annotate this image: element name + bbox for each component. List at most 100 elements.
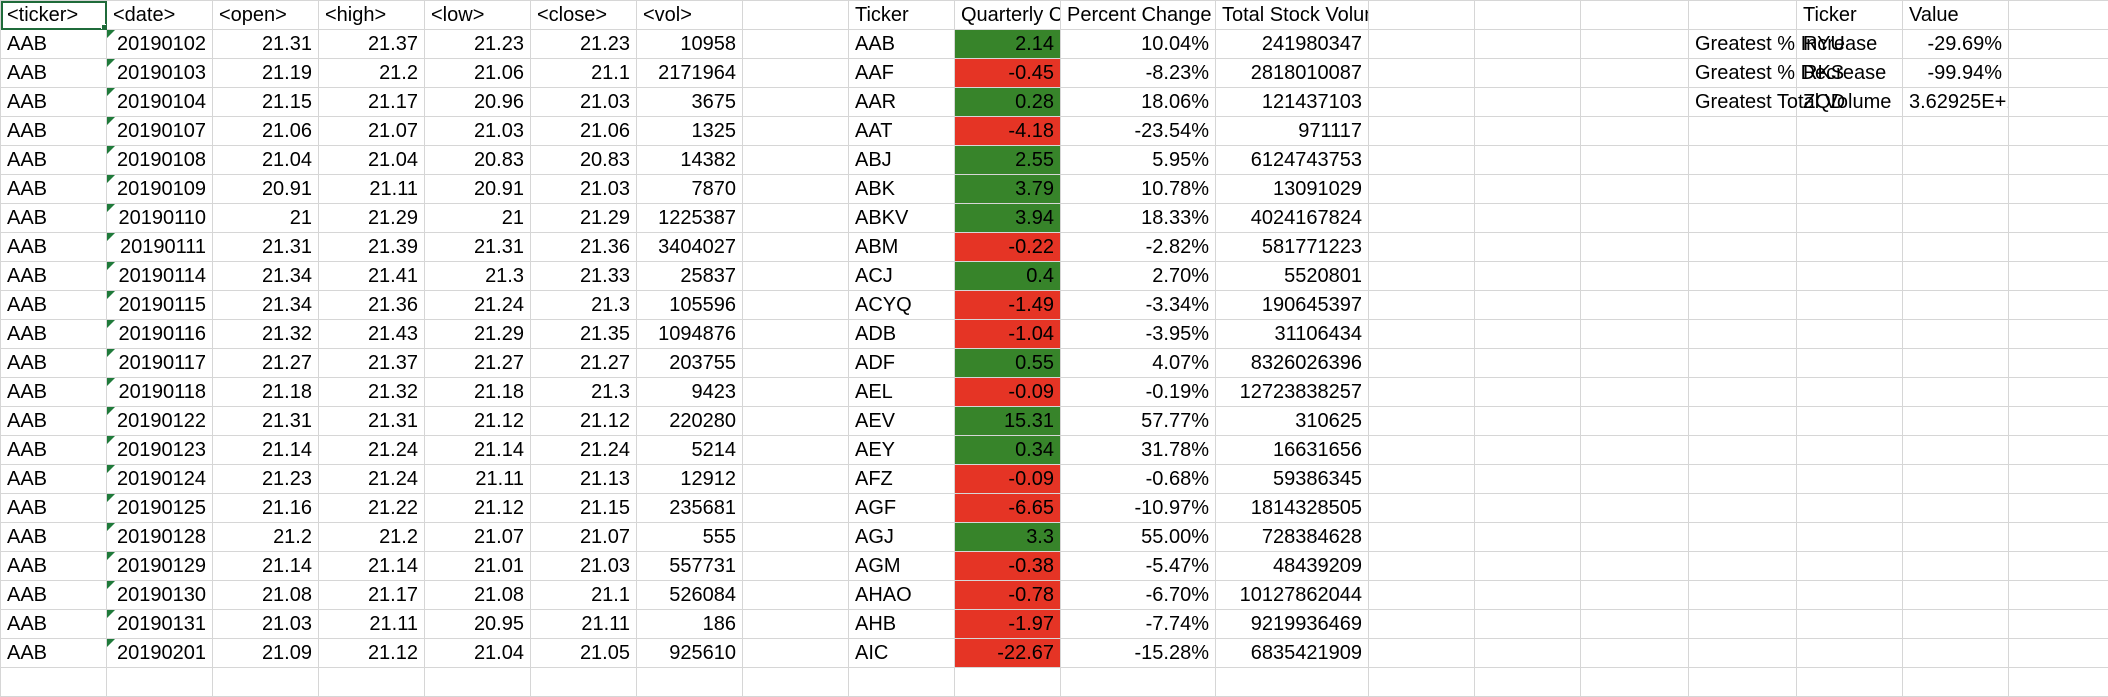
cell[interactable] — [1903, 552, 2009, 581]
cell[interactable] — [107, 668, 213, 697]
cell[interactable] — [1475, 1, 1581, 30]
data-cell[interactable]: 20190104 — [107, 88, 213, 117]
data-cell[interactable]: 21.1 — [531, 59, 637, 88]
summary-percent-cell[interactable]: -3.34% — [1061, 291, 1216, 320]
cell[interactable] — [1797, 204, 1903, 233]
summary-change-cell[interactable]: 3.94 — [955, 204, 1061, 233]
cell[interactable] — [743, 378, 849, 407]
data-cell[interactable]: 1325 — [637, 117, 743, 146]
data-cell[interactable]: 21 — [425, 204, 531, 233]
header-cell-ticker[interactable]: <ticker> — [1, 1, 107, 30]
data-cell[interactable]: 21.31 — [213, 407, 319, 436]
summary-percent-cell[interactable]: -23.54% — [1061, 117, 1216, 146]
cell[interactable] — [1689, 1, 1797, 30]
summary-ticker-cell[interactable]: ABM — [849, 233, 955, 262]
summary-ticker-cell[interactable]: AAR — [849, 88, 955, 117]
cell[interactable] — [1797, 465, 1903, 494]
data-cell[interactable]: 21.06 — [213, 117, 319, 146]
cell[interactable] — [1581, 494, 1689, 523]
cell[interactable] — [1475, 204, 1581, 233]
cell[interactable] — [1581, 523, 1689, 552]
data-cell[interactable]: 186 — [637, 610, 743, 639]
cell[interactable] — [1689, 320, 1797, 349]
data-cell[interactable]: 20190109 — [107, 175, 213, 204]
summary-volume-cell[interactable]: 6835421909 — [1216, 639, 1369, 668]
cell[interactable] — [1475, 639, 1581, 668]
summary-ticker-cell[interactable]: ACYQ — [849, 291, 955, 320]
cell[interactable] — [1581, 30, 1689, 59]
cell[interactable] — [2009, 436, 2108, 465]
data-cell[interactable]: 21.03 — [213, 610, 319, 639]
summary-percent-cell[interactable]: -0.19% — [1061, 378, 1216, 407]
data-cell[interactable]: 21.36 — [531, 233, 637, 262]
summary-change-cell[interactable]: -1.49 — [955, 291, 1061, 320]
summary-volume-cell[interactable]: 48439209 — [1216, 552, 1369, 581]
cell[interactable] — [743, 552, 849, 581]
summary-percent-cell[interactable]: 10.78% — [1061, 175, 1216, 204]
data-cell[interactable]: 21.31 — [213, 233, 319, 262]
data-cell[interactable]: 3404027 — [637, 233, 743, 262]
cell[interactable] — [1581, 204, 1689, 233]
data-cell[interactable]: AAB — [1, 494, 107, 523]
summary-volume-cell[interactable]: 971117 — [1216, 117, 1369, 146]
summary-ticker-cell[interactable]: ACJ — [849, 262, 955, 291]
cell[interactable] — [743, 1, 849, 30]
cell[interactable] — [1475, 668, 1581, 697]
cell[interactable] — [1581, 407, 1689, 436]
cell[interactable] — [1689, 349, 1797, 378]
data-cell[interactable]: 20.96 — [425, 88, 531, 117]
cell[interactable] — [2009, 494, 2108, 523]
cell[interactable] — [1903, 204, 2009, 233]
cell[interactable] — [743, 436, 849, 465]
summary-ticker-cell[interactable]: AAF — [849, 59, 955, 88]
cell[interactable] — [743, 668, 849, 697]
summary-ticker-cell[interactable]: ABK — [849, 175, 955, 204]
cell[interactable] — [743, 494, 849, 523]
data-cell[interactable]: AAB — [1, 407, 107, 436]
cell[interactable] — [1475, 494, 1581, 523]
cell[interactable] — [1581, 117, 1689, 146]
cell[interactable] — [743, 320, 849, 349]
cell[interactable] — [1581, 146, 1689, 175]
cell[interactable] — [1581, 88, 1689, 117]
data-cell[interactable]: 21.31 — [319, 407, 425, 436]
data-cell[interactable]: AAB — [1, 233, 107, 262]
data-cell[interactable]: 21.11 — [319, 175, 425, 204]
data-cell[interactable]: 21.03 — [531, 88, 637, 117]
summary-volume-cell[interactable]: 1814328505 — [1216, 494, 1369, 523]
cell[interactable] — [2009, 320, 2108, 349]
cell[interactable] — [1369, 494, 1475, 523]
data-cell[interactable]: 7870 — [637, 175, 743, 204]
cell[interactable] — [849, 668, 955, 697]
cell[interactable] — [1689, 494, 1797, 523]
header-cell-close[interactable]: <close> — [531, 1, 637, 30]
summary-ticker-cell[interactable]: AAB — [849, 30, 955, 59]
cell[interactable] — [319, 668, 425, 697]
cell[interactable] — [743, 407, 849, 436]
cell[interactable] — [531, 668, 637, 697]
data-cell[interactable]: 20190124 — [107, 465, 213, 494]
summary-percent-cell[interactable]: -3.95% — [1061, 320, 1216, 349]
cell[interactable] — [1369, 407, 1475, 436]
cell[interactable] — [1475, 320, 1581, 349]
cell[interactable] — [1689, 465, 1797, 494]
data-cell[interactable]: 25837 — [637, 262, 743, 291]
cell[interactable] — [955, 668, 1061, 697]
data-cell[interactable]: AAB — [1, 552, 107, 581]
summary-volume-cell[interactable]: 728384628 — [1216, 523, 1369, 552]
data-cell[interactable]: AAB — [1, 30, 107, 59]
header-cell-open[interactable]: <open> — [213, 1, 319, 30]
header-cell-vol[interactable]: <vol> — [637, 1, 743, 30]
cell[interactable] — [1689, 291, 1797, 320]
cell[interactable] — [1689, 552, 1797, 581]
cell[interactable] — [1, 668, 107, 697]
cell[interactable] — [743, 639, 849, 668]
data-cell[interactable]: 21.24 — [319, 436, 425, 465]
data-cell[interactable]: 21.41 — [319, 262, 425, 291]
data-cell[interactable]: 21.11 — [531, 610, 637, 639]
data-cell[interactable]: 21.3 — [531, 378, 637, 407]
header-cell-date[interactable]: <date> — [107, 1, 213, 30]
data-cell[interactable]: 21.23 — [531, 30, 637, 59]
summary-percent-cell[interactable]: -6.70% — [1061, 581, 1216, 610]
data-cell[interactable]: 21.14 — [425, 436, 531, 465]
